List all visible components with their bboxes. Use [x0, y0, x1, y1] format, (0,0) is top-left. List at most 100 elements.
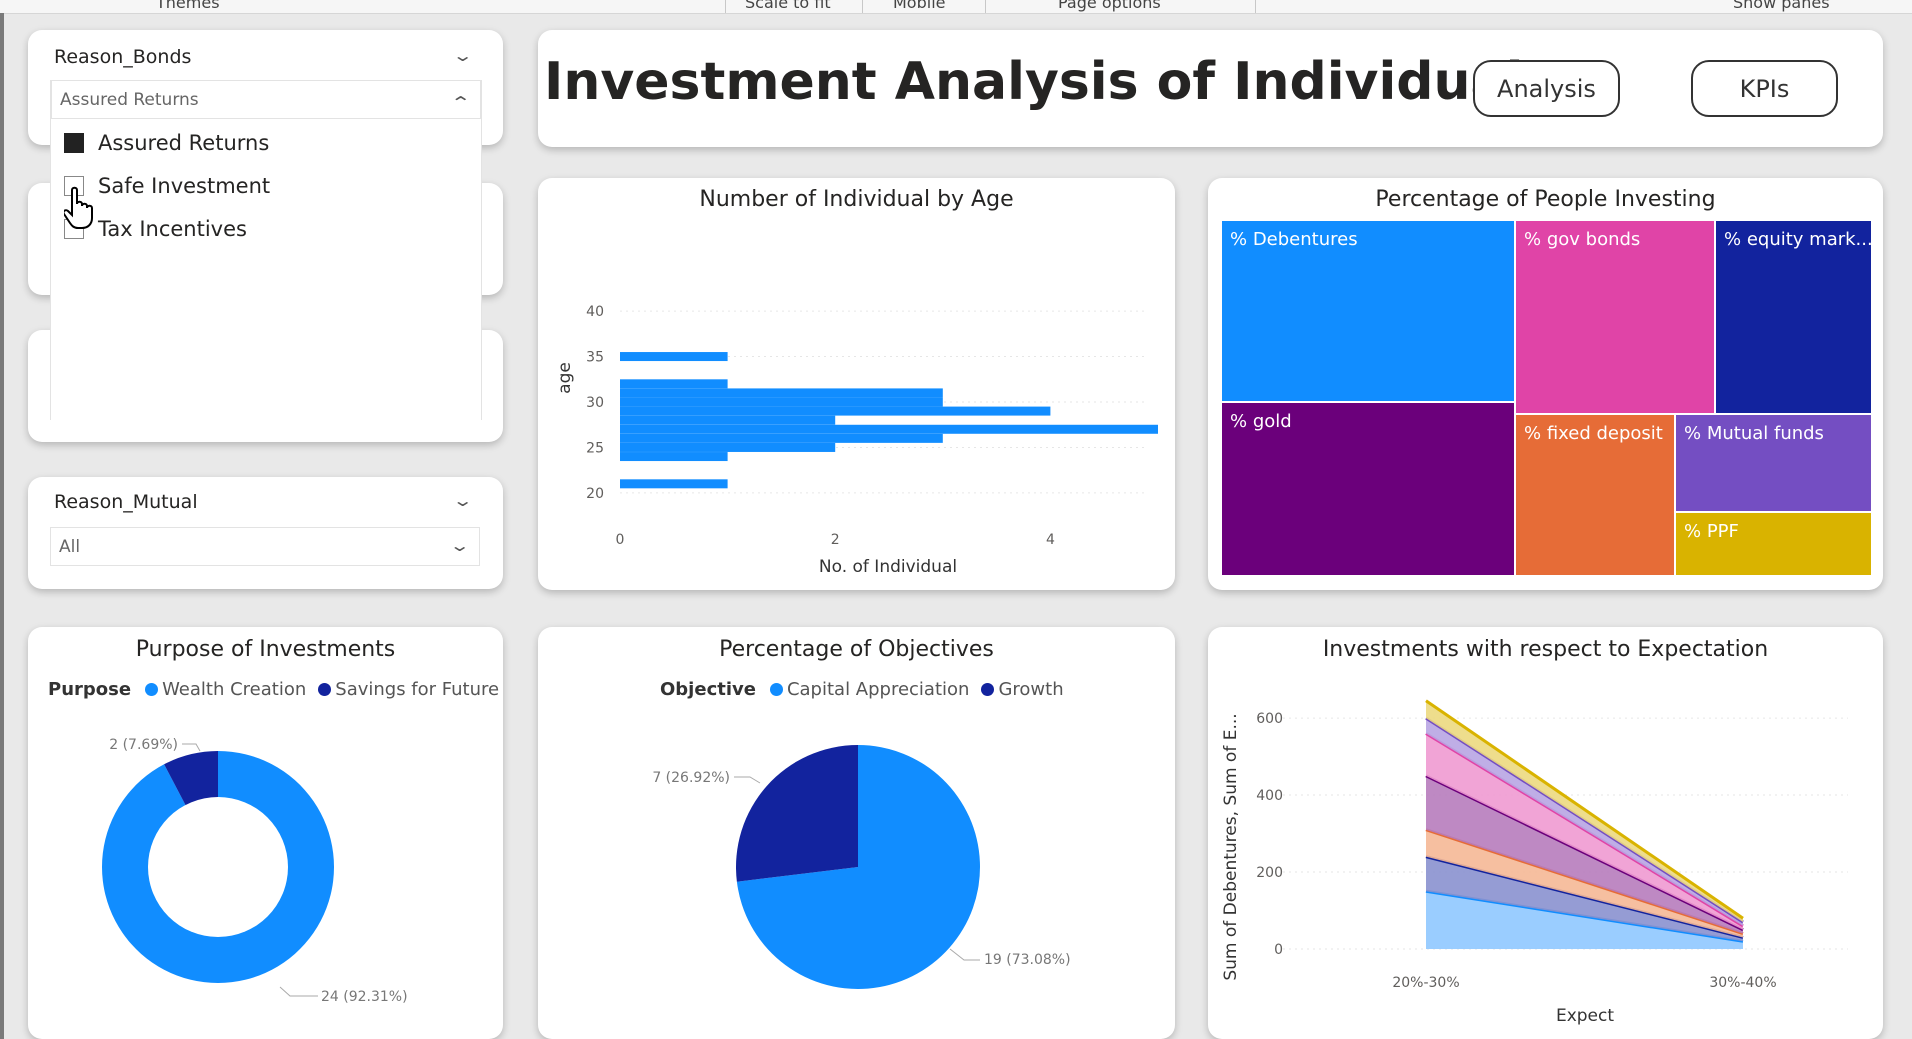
- option-label: Assured Returns: [98, 131, 270, 155]
- bar: [620, 424, 1158, 434]
- slicer-option-assured-returns[interactable]: Assured Returns: [64, 131, 269, 155]
- x-tick-label: 0: [616, 532, 625, 548]
- chart-title: Investments with respect to Expectation: [1322, 637, 1769, 662]
- toolbar-show-panes[interactable]: Show panes: [1733, 0, 1830, 12]
- bar: [620, 388, 943, 398]
- legend-title: Purpose: [48, 679, 132, 700]
- expectation-area-chart: 0 200 400 600 20%-30% 30%-40% Expect Sum of Deb…: [1221, 699, 1848, 1026]
- x-tick-label: 4: [1046, 532, 1055, 548]
- chevron-down-icon[interactable]: ⌄: [451, 46, 474, 65]
- y-tick-label: 30: [586, 395, 604, 411]
- chevron-up-icon[interactable]: ⌃: [449, 93, 472, 112]
- toolbar-separator: [725, 0, 726, 13]
- purpose-donut-chart: 2 (7.69%) 24 (92.31%): [101, 737, 408, 1005]
- data-label-leader: [734, 776, 761, 784]
- legend-dot-icon: [981, 683, 995, 696]
- legend-item-wealth-creation[interactable]: Wealth Creation: [162, 679, 307, 700]
- toolbar-themes[interactable]: Themes: [156, 0, 220, 12]
- y-tick-label: 35: [586, 350, 604, 366]
- x-tick-label: 20%-30%: [1392, 975, 1459, 991]
- y-tick-label: 600: [1256, 711, 1283, 727]
- data-label-leader: [182, 743, 201, 752]
- data-label: 24 (92.31%): [321, 989, 408, 1005]
- chevron-down-icon[interactable]: ⌄: [451, 491, 474, 510]
- toolbar-separator: [862, 0, 863, 13]
- slicer-dropdown-panel: Assured Returns ⌃: [50, 80, 482, 420]
- bar: [620, 397, 943, 407]
- toolbar-separator: [1255, 0, 1256, 13]
- data-label: 7 (26.92%): [652, 770, 730, 786]
- y-axis-title: age: [555, 362, 575, 394]
- chart-title: Percentage of People Investing: [1375, 187, 1716, 212]
- y-tick-label: 200: [1256, 865, 1283, 881]
- data-label-leader: [949, 948, 980, 961]
- y-tick-label: 0: [1274, 942, 1283, 958]
- legend-dot-icon: [318, 683, 332, 696]
- toolbar-mobile[interactable]: Mobile: [893, 0, 946, 12]
- chart-title: Number of Individual by Age: [699, 187, 1014, 212]
- age-bar-chart-card: Number of Individual by Age 20 25 30 35 40 0 2…: [538, 178, 1175, 590]
- treemap-tile-ppf[interactable]: % PPF: [1676, 513, 1871, 575]
- data-label-leader: [279, 986, 318, 997]
- chart-title: Purpose of Investments: [135, 637, 396, 662]
- bar: [620, 433, 943, 443]
- slicer-dropdown-field[interactable]: All ⌄: [50, 527, 480, 566]
- series-line: [1425, 889, 1744, 943]
- data-label: 19 (73.08%): [984, 952, 1071, 968]
- report-toolbar: Themes Scale to fit Mobile Page options …: [0, 0, 1912, 14]
- treemap-tile-gold[interactable]: % gold: [1222, 403, 1514, 575]
- hand-pointer-icon: [64, 186, 93, 229]
- option-label: Safe Investment: [98, 174, 271, 198]
- slicer-option-tax-incentives[interactable]: Tax Incentives: [64, 217, 247, 241]
- page-title: Investment Analysis of Individual: [544, 52, 1524, 112]
- treemap-tile-gov-bonds[interactable]: % gov bonds: [1516, 221, 1714, 413]
- x-axis-title: No. of Individual: [819, 557, 957, 577]
- treemap-tile-debentures[interactable]: % Debentures: [1222, 221, 1514, 401]
- pie-slice: [736, 745, 980, 989]
- objectives-pie-card: Percentage of Objectives Objective Capita…: [538, 627, 1175, 1039]
- legend-item-growth[interactable]: Growth: [998, 679, 1064, 700]
- kpis-button[interactable]: KPIs: [1691, 60, 1838, 117]
- legend-item-capital-appreciation[interactable]: Capital Appreciation: [786, 679, 970, 700]
- slicer-option-safe-investment[interactable]: Safe Investment: [64, 174, 270, 198]
- x-axis-title: Expect: [1556, 1006, 1614, 1026]
- series-line: [1425, 699, 1744, 920]
- chart-legend: Purpose Wealth Creation Savings for Future: [48, 679, 499, 700]
- analysis-button[interactable]: Analysis: [1473, 60, 1620, 117]
- treemap-tile-mutual-funds[interactable]: % Mutual funds: [1676, 415, 1871, 511]
- y-tick-label: 40: [586, 304, 604, 320]
- y-tick-label: 400: [1256, 788, 1283, 804]
- chevron-down-icon: ⌄: [448, 536, 471, 555]
- objectives-pie-chart: 7 (26.92%) 19 (73.08%): [652, 745, 1071, 989]
- x-tick-label: 2: [831, 532, 840, 548]
- y-tick-label: 25: [586, 440, 604, 456]
- bar: [620, 352, 728, 362]
- legend-title: Objective: [660, 679, 756, 700]
- donut-hole: [148, 797, 288, 937]
- y-tick-label: 20: [586, 486, 604, 502]
- chart-legend: Objective Capital Appreciation Growth: [660, 679, 1064, 700]
- legend-item-savings-for-future[interactable]: Savings for Future: [335, 679, 500, 700]
- age-bar-chart: 20 25 30 35 40 0 2 4 No. of Individual age: [555, 304, 1158, 577]
- slicer-title: Reason_Bonds: [54, 46, 192, 68]
- treemap-tile-fixed-deposit[interactable]: % fixed deposit: [1516, 415, 1674, 575]
- toolbar-separator: [985, 0, 986, 13]
- data-label: 2 (7.69%): [109, 737, 178, 753]
- checkbox-checked-icon[interactable]: [64, 133, 84, 153]
- chart-title: Percentage of Objectives: [719, 637, 994, 662]
- toolbar-scale-to-fit[interactable]: Scale to fit: [745, 0, 831, 12]
- toolbar-page-options[interactable]: Page options: [1058, 0, 1161, 12]
- treemap-card: Percentage of People Investing % Debentu…: [1208, 178, 1883, 590]
- legend-dot-icon: [145, 683, 159, 696]
- expectation-area-card: Investments with respect to Expectation …: [1208, 627, 1883, 1039]
- slicer-title: Reason_Mutual: [54, 491, 198, 513]
- window-edge: [0, 13, 4, 1039]
- pie-slice: [736, 745, 858, 882]
- header-card: Investment Analysis of Individual Analys…: [538, 30, 1883, 147]
- treemap-tile-equity-market[interactable]: % equity mark...: [1716, 221, 1871, 413]
- y-axis-title: Sum of Debentures, Sum of E...: [1221, 713, 1241, 980]
- slicer-selected-value: Assured Returns: [60, 90, 199, 110]
- slicer-dropdown-field[interactable]: Assured Returns ⌃: [51, 80, 481, 119]
- bar: [620, 442, 836, 452]
- slicer-reason-mutual: Reason_Mutual ⌄ All ⌄: [28, 477, 503, 589]
